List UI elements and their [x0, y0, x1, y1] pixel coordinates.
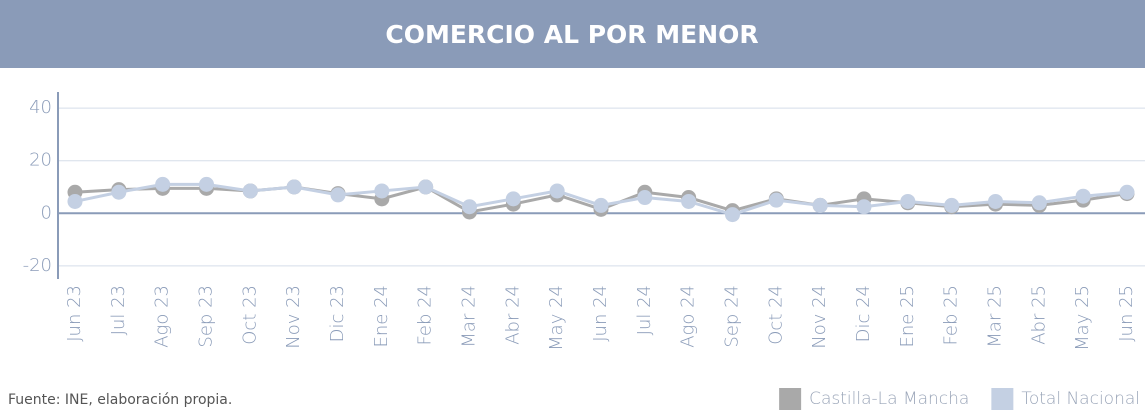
- x-tick-label: Jul 24: [634, 285, 655, 335]
- x-tick-label: Jun 24: [590, 285, 611, 342]
- x-tick-label: Feb 25: [941, 285, 962, 346]
- x-tick-label: Sep 23: [196, 285, 217, 348]
- point: [681, 193, 697, 209]
- point: [988, 193, 1003, 209]
- point: [900, 193, 916, 209]
- x-tick-label: Nov 23: [283, 285, 304, 349]
- x-tick-label: Nov 24: [809, 285, 830, 349]
- x-tick-label: Sep 24: [722, 285, 743, 348]
- legend-label: Castilla-La Mancha: [809, 389, 969, 409]
- x-tick-label: Oct 24: [765, 285, 786, 345]
- x-tick-label: Mar 25: [985, 285, 1006, 348]
- x-tick-label: May 24: [546, 285, 567, 351]
- y-tick-label: 0: [41, 202, 52, 223]
- y-tick-label: 40: [29, 97, 52, 118]
- x-tick-label: Abr 25: [1028, 285, 1049, 345]
- x-tick-label: May 25: [1072, 285, 1093, 351]
- point: [549, 183, 565, 199]
- x-tick-label: Jun 23: [64, 285, 85, 342]
- x-tick-label: Jul 23: [108, 285, 129, 335]
- legend-swatch: [991, 388, 1014, 410]
- point: [768, 192, 784, 208]
- point: [155, 176, 171, 192]
- point: [944, 197, 960, 213]
- header-band: [0, 0, 1145, 68]
- x-tick-label: Feb 24: [415, 285, 436, 346]
- x-tick-label: Ene 24: [371, 285, 392, 347]
- x-tick-label: Ene 25: [897, 285, 918, 347]
- x-tick-label: Ago 23: [152, 285, 173, 348]
- point: [637, 190, 653, 206]
- x-tick-label: Mar 24: [459, 285, 480, 348]
- point: [199, 176, 214, 192]
- point: [1119, 184, 1135, 200]
- point: [856, 199, 872, 215]
- point: [1031, 195, 1047, 211]
- x-tick-label: Dic 24: [853, 285, 874, 342]
- source: Fuente: INE, elaboración propia.: [8, 392, 232, 408]
- point: [374, 183, 390, 199]
- x-tick-label: Oct 23: [239, 285, 260, 345]
- point: [812, 197, 828, 213]
- point: [67, 193, 83, 209]
- x-tick-label: Dic 23: [327, 285, 348, 342]
- point: [286, 179, 302, 195]
- point: [330, 187, 346, 203]
- point: [593, 197, 609, 213]
- x-tick-label: Jun 25: [1116, 285, 1137, 342]
- point: [242, 183, 258, 199]
- point: [725, 207, 740, 223]
- legend-label: Total Nacional: [1021, 389, 1140, 409]
- x-tick-label: Abr 24: [502, 285, 523, 345]
- chart-title: COMERCIO AL POR MENOR: [385, 20, 758, 49]
- y-tick-label: 20: [29, 150, 52, 171]
- x-tick-label: Ago 24: [678, 285, 699, 348]
- point: [505, 191, 521, 207]
- legend-swatch: [779, 388, 802, 410]
- point: [418, 179, 434, 195]
- point: [111, 184, 127, 200]
- y-tick-label: -20: [23, 255, 52, 276]
- point: [462, 199, 477, 215]
- point: [1075, 188, 1091, 204]
